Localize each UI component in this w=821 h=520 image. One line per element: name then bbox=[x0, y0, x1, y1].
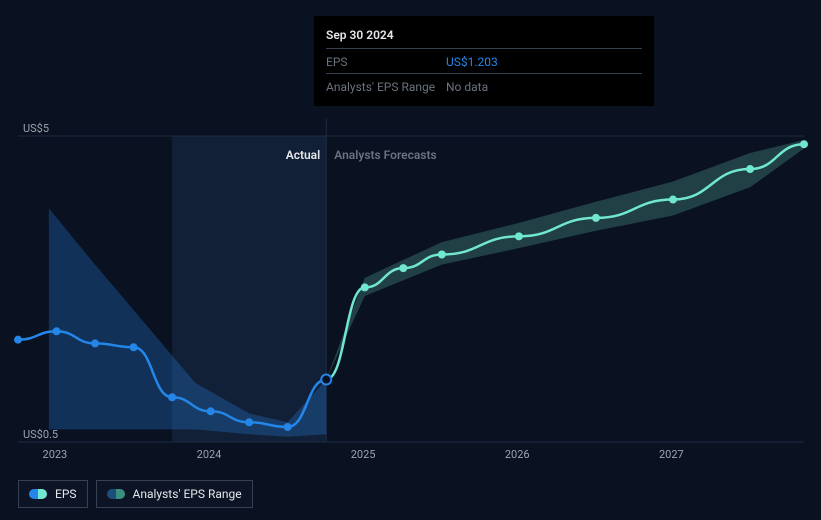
chart-legend: EPS Analysts' EPS Range bbox=[18, 480, 253, 508]
chart-container: Sep 30 2024 EPSUS$1.203Analysts' EPS Ran… bbox=[0, 0, 821, 520]
legend-label: EPS bbox=[55, 487, 77, 501]
eps-marker-hover bbox=[321, 375, 331, 385]
eps-marker bbox=[53, 327, 61, 335]
legend-item-range[interactable]: Analysts' EPS Range bbox=[96, 480, 253, 508]
tooltip-date: Sep 30 2024 bbox=[326, 26, 642, 44]
legend-item-eps[interactable]: EPS bbox=[18, 480, 88, 508]
tooltip-row-label: EPS bbox=[326, 53, 446, 71]
eps-marker bbox=[361, 283, 369, 291]
chart-tooltip: Sep 30 2024 EPSUS$1.203Analysts' EPS Ran… bbox=[314, 16, 654, 106]
eps-marker bbox=[669, 196, 677, 204]
eps-marker bbox=[130, 343, 138, 351]
x-tick-label: 2024 bbox=[197, 448, 222, 461]
tooltip-row: EPSUS$1.203 bbox=[326, 48, 642, 71]
eps-marker bbox=[284, 423, 292, 431]
y-tick-label: US$5 bbox=[23, 122, 49, 135]
tooltip-row-value: US$1.203 bbox=[446, 53, 498, 71]
eps-marker bbox=[800, 140, 808, 148]
x-tick-label: 2023 bbox=[43, 448, 68, 461]
x-tick-label: 2026 bbox=[505, 448, 530, 461]
y-tick-label: US$0.5 bbox=[23, 428, 58, 441]
eps-marker bbox=[399, 264, 407, 272]
eps-marker bbox=[592, 214, 600, 222]
eps-marker bbox=[515, 232, 523, 240]
section-label-actual: Actual bbox=[286, 148, 321, 162]
tooltip-row-value: No data bbox=[446, 78, 488, 96]
legend-label: Analysts' EPS Range bbox=[133, 487, 242, 501]
legend-swatch-icon bbox=[29, 489, 47, 499]
section-label-forecast: Analysts Forecasts bbox=[334, 148, 436, 162]
eps-marker bbox=[91, 339, 99, 347]
eps-marker bbox=[746, 165, 754, 173]
eps-marker bbox=[438, 250, 446, 258]
legend-swatch-icon bbox=[107, 489, 125, 499]
eps-marker bbox=[168, 393, 176, 401]
x-tick-label: 2025 bbox=[351, 448, 376, 461]
tooltip-row-label: Analysts' EPS Range bbox=[326, 78, 446, 96]
x-tick-label: 2027 bbox=[659, 448, 684, 461]
eps-marker bbox=[245, 418, 253, 426]
eps-marker bbox=[207, 407, 215, 415]
tooltip-row: Analysts' EPS RangeNo data bbox=[326, 73, 642, 96]
eps-marker bbox=[14, 336, 22, 344]
